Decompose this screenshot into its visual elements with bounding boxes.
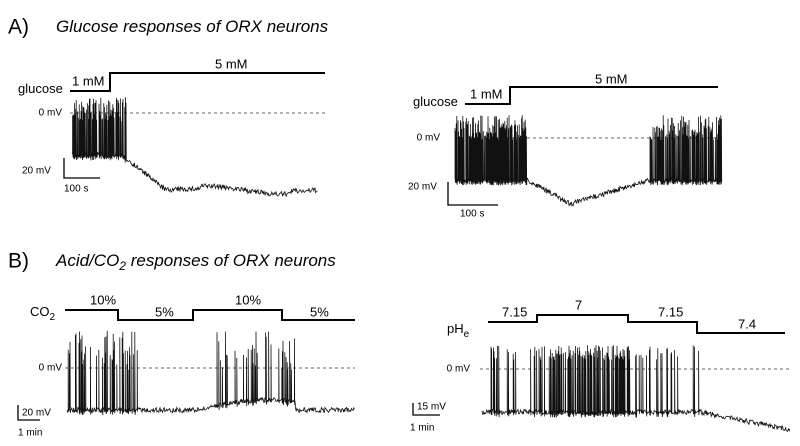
step-label: 5% [155, 304, 174, 319]
stimulus-text: pH [447, 321, 464, 336]
scale-time: 1 min [18, 428, 42, 439]
scale-bar [17, 405, 40, 421]
stimulus-label: glucose [18, 81, 63, 96]
scale-time: 1 min [410, 423, 434, 434]
step-label: 7.15 [502, 304, 527, 319]
step-label: 10% [90, 292, 116, 307]
zero-label: 0 mV [417, 133, 441, 144]
step-label: 5 mM [215, 56, 248, 71]
voltage-trace [71, 97, 318, 198]
stimulus-step [488, 314, 785, 334]
step-label: 5% [310, 304, 329, 319]
scale-bar [447, 182, 498, 206]
step-label: 1 mM [470, 86, 503, 101]
step-label: 7.4 [738, 316, 756, 331]
stimulus-step [465, 86, 718, 105]
scale-time: 100 s [64, 184, 88, 195]
title-part: responses of ORX neurons [126, 251, 336, 270]
scale-voltage: 20 mV [22, 408, 51, 419]
stimulus-label: glucose [413, 94, 458, 109]
stimulus-subscript: e [464, 329, 470, 340]
step-label: 5 mM [595, 71, 628, 86]
panel-label: A) [8, 16, 29, 39]
step-label: 7.15 [658, 304, 683, 319]
stimulus-label: pHe [447, 321, 470, 339]
scale-time: 100 s [460, 209, 484, 220]
stimulus-text: glucose [18, 81, 63, 96]
zero-label: 0 mV [39, 363, 63, 374]
stimulus-step [65, 309, 355, 321]
scale-voltage: 20 mV [408, 182, 437, 193]
title-subscript: 2 [118, 259, 126, 273]
scale-bar [63, 158, 100, 179]
stimulus-text: CO [30, 304, 50, 319]
title-part: Acid/CO [55, 251, 119, 270]
voltage-trace [481, 345, 791, 433]
scale-voltage: 20 mV [22, 166, 51, 177]
title-part: Glucose responses of ORX neurons [56, 17, 329, 36]
panel-title: Acid/CO2 responses of ORX neurons [55, 251, 336, 273]
stimulus-subscript: 2 [50, 312, 56, 323]
zero-label: 0 mV [39, 108, 63, 119]
step-label: 1 mM [72, 73, 105, 88]
scale-voltage: 15 mV [417, 402, 446, 413]
scale-bar [412, 403, 440, 416]
stimulus-label: CO2 [30, 304, 56, 322]
step-label: 7 [575, 297, 582, 312]
panel-label: B) [8, 250, 29, 273]
panel-title: Glucose responses of ORX neurons [56, 17, 329, 36]
voltage-trace [454, 115, 723, 207]
stimulus-text: glucose [413, 94, 458, 109]
stimulus-step [70, 72, 325, 92]
voltage-trace [66, 330, 355, 416]
step-label: 10% [235, 292, 261, 307]
zero-label: 0 mV [447, 364, 471, 375]
